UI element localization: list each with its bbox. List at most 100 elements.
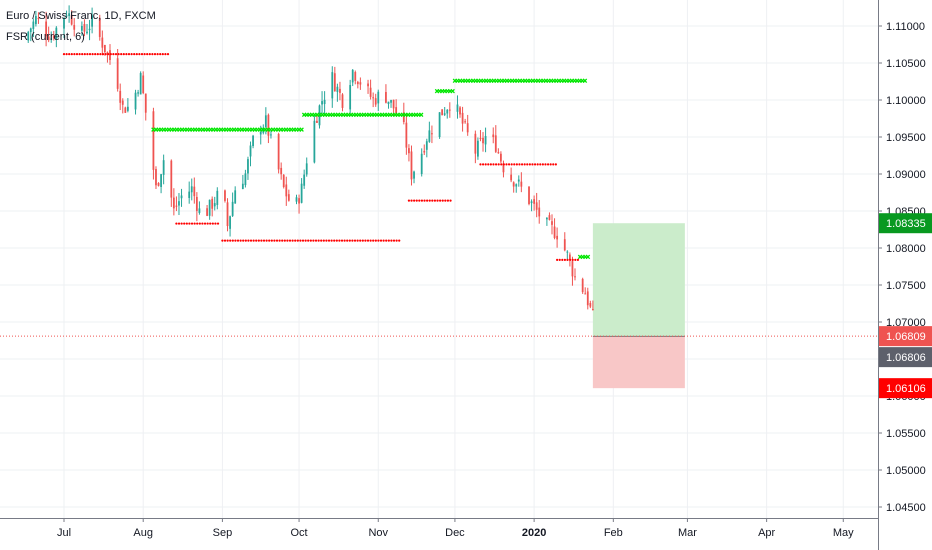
- last-price-badge-label: 1.06809: [886, 331, 926, 343]
- support-marker: [441, 199, 444, 202]
- candle-body: [586, 291, 589, 306]
- resistance-level-7[interactable]: [452, 78, 588, 84]
- resistance-marker: [582, 78, 588, 84]
- support-level-5[interactable]: [407, 199, 452, 202]
- candle-body: [234, 190, 237, 204]
- stop-zone[interactable]: [592, 336, 685, 389]
- time-axis[interactable]: [0, 518, 878, 550]
- support-marker: [322, 239, 325, 242]
- support-marker: [68, 53, 71, 56]
- indicator-label[interactable]: FSR (current, 6): [6, 31, 85, 43]
- support-marker: [270, 239, 273, 242]
- support-marker: [566, 258, 569, 261]
- candle-body: [545, 218, 548, 220]
- candle-body: [29, 28, 32, 33]
- plot-area[interactable]: [0, 0, 878, 518]
- candle-body: [456, 104, 459, 112]
- support-marker: [571, 258, 574, 261]
- candle-body: [152, 111, 155, 170]
- support-marker: [433, 199, 437, 202]
- candle-body: [247, 159, 249, 174]
- candle-body: [482, 137, 484, 144]
- support-marker: [330, 239, 333, 242]
- support-marker: [296, 239, 299, 242]
- candle-body: [466, 123, 469, 133]
- support-marker: [439, 199, 442, 202]
- candle-body: [443, 113, 446, 115]
- support-marker: [558, 258, 561, 261]
- candle-body: [535, 202, 538, 210]
- support-marker: [299, 239, 302, 242]
- candle-body: [425, 141, 428, 150]
- support-marker: [420, 199, 424, 202]
- price-axis[interactable]: [878, 0, 932, 550]
- candle-body: [32, 21, 35, 29]
- support-marker: [561, 258, 564, 261]
- grid: [0, 0, 878, 518]
- x-tick-label: Mar: [678, 527, 697, 539]
- current-price-badge[interactable]: 1.06806: [879, 347, 932, 368]
- support-marker: [75, 53, 79, 56]
- candle-body: [86, 31, 88, 34]
- resistance-level-10[interactable]: [577, 254, 591, 260]
- candle-body: [63, 17, 65, 29]
- support-marker: [359, 239, 362, 242]
- stop-price-badge[interactable]: 1.06106: [879, 378, 932, 399]
- candle-body: [323, 99, 326, 105]
- candle-body: [280, 167, 283, 175]
- candle-body: [229, 216, 231, 229]
- target-price-badge[interactable]: 1.08335: [879, 213, 932, 234]
- support-marker: [107, 53, 110, 56]
- support-marker: [325, 239, 328, 242]
- support-marker: [533, 163, 537, 166]
- candle-body: [70, 14, 73, 25]
- support-marker: [410, 199, 413, 202]
- support-marker: [518, 163, 521, 166]
- support-marker: [188, 222, 191, 225]
- support-marker: [146, 53, 149, 56]
- support-level-3[interactable]: [221, 239, 401, 242]
- y-tick-label: 1.05000: [886, 465, 926, 477]
- candle-body: [144, 93, 147, 113]
- candle-body: [116, 58, 119, 89]
- y-tick-label: 1.10000: [886, 95, 926, 107]
- candle-body: [109, 50, 111, 61]
- support-marker: [338, 239, 341, 242]
- candle-body: [474, 133, 477, 154]
- resistance-level-4[interactable]: [301, 112, 424, 118]
- symbol-title[interactable]: Euro / Swiss Franc, 1D, FXCM: [6, 10, 156, 22]
- support-level-8[interactable]: [479, 163, 557, 166]
- support-level-9[interactable]: [556, 258, 580, 261]
- last-price-badge[interactable]: 1.06809: [879, 326, 932, 347]
- support-marker: [281, 239, 284, 242]
- support-level-0[interactable]: [62, 53, 170, 56]
- support-level-2[interactable]: [175, 222, 220, 225]
- candle-body: [126, 106, 129, 111]
- candle-body: [431, 133, 433, 135]
- candle-body: [341, 94, 344, 108]
- support-marker: [234, 239, 237, 242]
- support-marker: [239, 239, 242, 242]
- support-marker: [231, 239, 234, 242]
- candle-body: [305, 163, 308, 175]
- y-tick-label: 1.10500: [886, 58, 926, 70]
- candle-body: [517, 179, 520, 182]
- support-marker: [185, 222, 188, 225]
- candle-body: [392, 99, 395, 109]
- candle-body: [349, 85, 352, 110]
- x-tick-label: Dec: [445, 527, 465, 539]
- candle-body: [477, 140, 479, 157]
- support-marker: [130, 53, 133, 56]
- candle-body: [405, 122, 408, 148]
- candle-body: [500, 153, 502, 162]
- resistance-level-1[interactable]: [151, 127, 304, 132]
- support-marker: [563, 258, 567, 261]
- support-marker: [415, 199, 418, 202]
- candle-body: [208, 199, 211, 216]
- support-marker: [99, 53, 102, 56]
- candle-body: [270, 134, 272, 136]
- target-zone[interactable]: [592, 223, 685, 337]
- support-marker: [278, 239, 281, 242]
- resistance-level-6[interactable]: [434, 88, 455, 94]
